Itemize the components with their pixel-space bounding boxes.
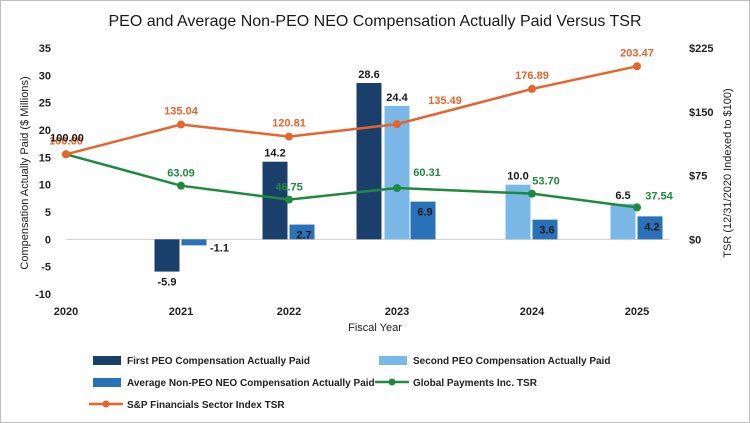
y-tick-label: 10 [39,180,51,192]
line-data-label: 120.81 [272,118,306,130]
data-labels: -5.9 14.2 28.6 24.4 10.0 6.5 -1.1 2.7 6.9 3.6 4.2 6… [49,47,673,288]
line-data-label: 135.49 [428,95,462,107]
y-tick-label: 15 [39,152,51,164]
legend-label: S&P Financials Sector Index TSR [127,400,285,411]
legend-label: Global Payments Inc. TSR [413,378,538,389]
series-point [285,195,293,204]
x-tick-label: 2023 [385,306,409,318]
legend-label: Second PEO Compensation Actually Paid [413,356,610,367]
line-data-label: 37.54 [645,190,673,202]
bar [154,239,180,272]
legend-swatch [93,378,121,387]
bar [532,219,558,240]
lines [62,62,641,212]
legend: First PEO Compensation Actually Paid Seco… [89,356,610,411]
y-tick-label: 25 [39,98,51,110]
line-data-label: 203.47 [620,47,654,59]
y-tick-label: 30 [39,70,51,82]
bar [610,203,636,240]
bar-data-label: 24.4 [386,92,408,104]
line-data-label: 60.31 [413,167,441,179]
y2-tick-label: $150 [689,107,713,119]
bar [262,161,288,240]
bar-data-label: -5.9 [158,277,177,289]
x-tick-label: 2021 [169,306,193,318]
series-point [177,181,185,190]
y2-tick-label: $75 [689,171,707,183]
series-point [633,62,641,71]
x-tick-label: 2025 [625,306,649,318]
line-data-label: 46.75 [275,182,303,194]
bar-data-label: 6.9 [417,207,432,219]
bar-data-label: 14.2 [264,148,285,160]
bar-data-label: 28.6 [358,69,379,81]
bar [637,216,663,240]
series-point [528,84,536,93]
start-data-label: 100.00 [50,132,84,144]
y-tick-label: -5 [41,262,51,274]
series-point [62,150,70,159]
legend-swatch [379,356,407,365]
bar-data-label: 4.2 [644,221,659,233]
bar-data-label: 6.5 [615,190,630,202]
y-axis-label: Compensation Actually Paid ($ Millions) [19,76,31,269]
bars [154,82,663,272]
bar [289,224,315,240]
series-point [177,120,185,129]
x-tick-label: 2022 [277,306,301,318]
bar [181,239,207,246]
bar-data-label: 2.7 [296,230,311,242]
series-point [393,120,401,129]
y-tick-label: 5 [45,207,51,219]
y-tick-label: 0 [45,234,51,246]
legend-marker [388,378,396,386]
line-data-label: 63.09 [167,168,195,180]
x-tick-label: 2020 [54,306,78,318]
y-tick-label: -10 [35,289,51,301]
chart-title: PEO and Average Non-PEO NEO Compensation… [108,13,641,30]
y2-axis-label: TSR (12/31/2020 Indexed to $100) [722,88,734,257]
series-point [633,203,641,212]
y-tick-label: 35 [39,43,51,55]
bar-data-label: 10.0 [507,171,528,183]
bar-data-label: 3.6 [539,225,554,237]
legend-label: Average Non-PEO NEO Compensation Actuall… [127,378,375,389]
bar [356,82,382,240]
series-point [393,184,401,193]
bar [384,105,410,240]
legend-swatch [93,356,121,365]
x-tick-label: 2024 [520,306,545,318]
bar-data-label: -1.1 [210,242,229,254]
line-data-label: 53.70 [532,176,560,188]
series-line [65,153,638,209]
legend-marker [102,400,110,408]
x-axis-label: Fiscal Year [348,322,402,334]
bar [410,201,436,240]
legend-label: First PEO Compensation Actually Paid [127,356,310,367]
line-data-label: 100.00 [49,135,83,147]
series-line [65,65,638,156]
series-point [528,189,536,198]
y2-tick-label: $0 [689,234,701,246]
series-point [285,132,293,141]
y2-tick-label: $225 [689,43,713,55]
line-data-label: 176.89 [515,70,549,82]
line-data-label: 135.04 [164,105,199,117]
y-tick-label: 20 [39,125,51,137]
